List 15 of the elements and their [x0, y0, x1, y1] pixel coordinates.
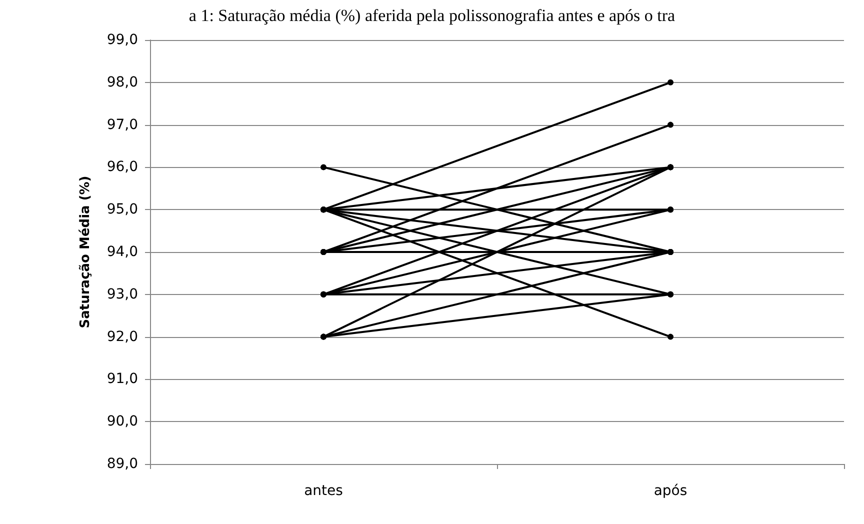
- y-tick-label: 99,0: [106, 32, 138, 48]
- y-tick-label: 98,0: [106, 74, 138, 90]
- y-tick-label: 97,0: [106, 116, 138, 133]
- y-axis-title: Saturação Média (%): [78, 176, 93, 328]
- y-tick-label: 93,0: [106, 286, 138, 302]
- y-tick-label: 91,0: [106, 371, 138, 388]
- y-tick-label: 95,0: [106, 202, 138, 218]
- y-tick-label: 94,0: [106, 244, 138, 260]
- y-tick-label: 89,0: [106, 456, 138, 472]
- x-tick-label: após: [654, 483, 688, 499]
- y-tick-label: 90,0: [106, 414, 138, 430]
- y-tick-label: 92,0: [106, 328, 138, 345]
- x-tick-label: antes: [304, 483, 343, 499]
- y-tick-label: 96,0: [106, 159, 138, 176]
- chart-title: a 1: Saturação média (%) aferida pela polissonografia antes e após o tra: [188, 6, 676, 25]
